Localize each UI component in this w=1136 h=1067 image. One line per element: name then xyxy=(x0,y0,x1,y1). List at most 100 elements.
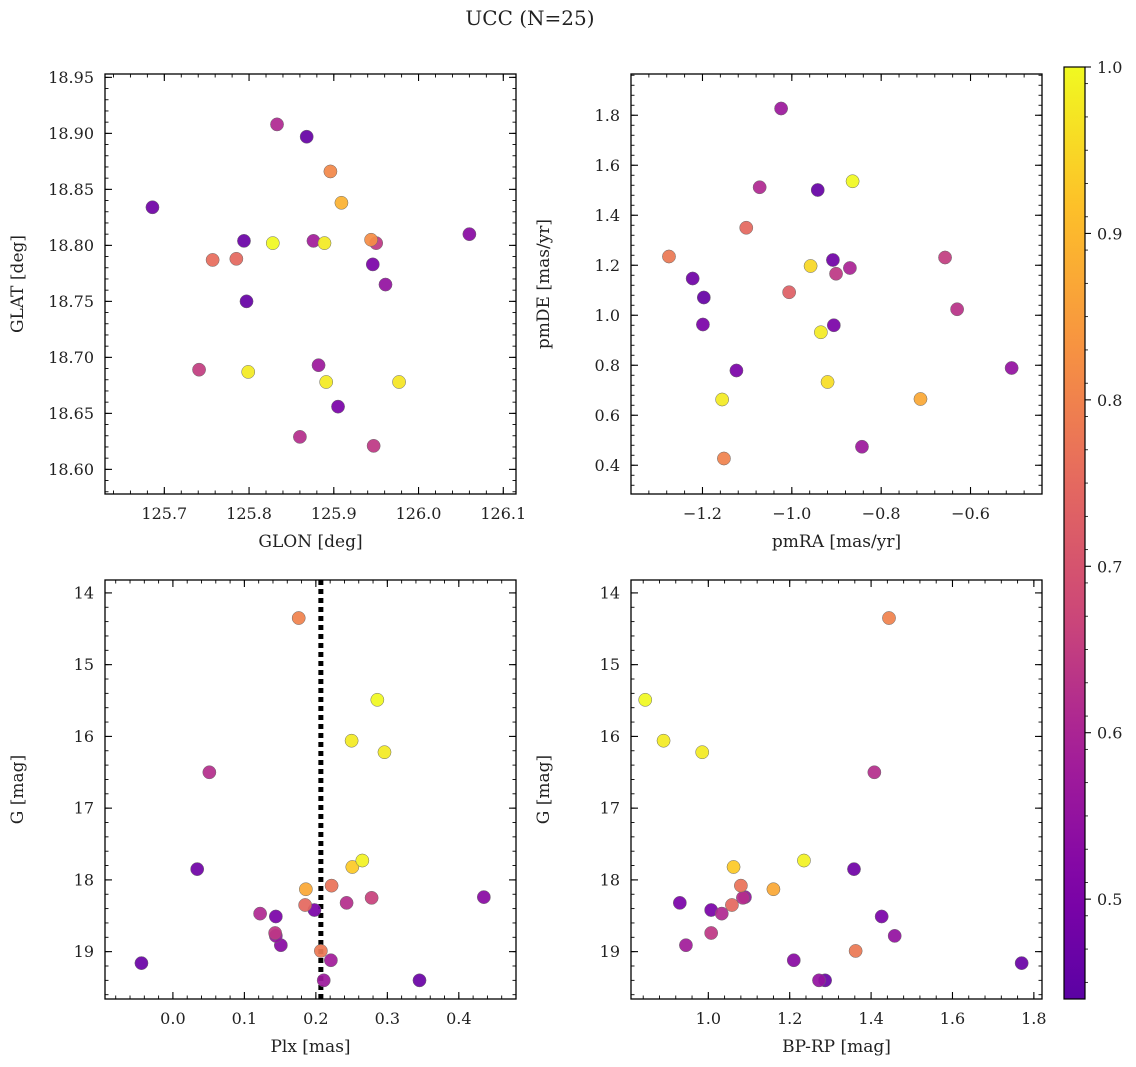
panel2-y-tick-label: 0.4 xyxy=(595,456,620,475)
panel1-x-tick-label: 126.0 xyxy=(396,504,442,523)
panel1-y-tick-label: 18.60 xyxy=(48,460,94,479)
colorbar-tick-label: 0.8 xyxy=(1097,391,1122,410)
panel3-data-point xyxy=(268,926,282,940)
panel2-data-point xyxy=(820,375,835,389)
panel2-y-tick-label: 1.8 xyxy=(595,106,620,125)
panel3-data-point xyxy=(268,909,283,924)
panel1-data-point xyxy=(293,430,307,444)
panel2-x-tick-label: −0.6 xyxy=(951,504,990,523)
panel2-data-point xyxy=(814,325,828,340)
panel1-y-tick-label: 18.65 xyxy=(48,404,94,423)
panel3-data-point xyxy=(314,944,328,958)
panel3-x-tick-label: 0.2 xyxy=(303,1009,328,1028)
panel2-data-point xyxy=(729,363,744,378)
colorbar xyxy=(1063,66,1086,1000)
panel4-data-point xyxy=(679,938,693,953)
panel1-axes-frame xyxy=(104,73,517,495)
panel1-y-tick-label: 18.70 xyxy=(48,348,94,367)
panel1-data-point xyxy=(323,164,338,179)
panel3-data-point xyxy=(412,973,427,988)
panel4-data-point xyxy=(847,862,861,876)
panel3-x-axis-label: Plx [mas] xyxy=(270,1037,350,1057)
panel1-data-point xyxy=(237,234,251,248)
panel1-x-tick-label: 125.9 xyxy=(311,504,357,523)
panel3-x-tick-label: 0.3 xyxy=(375,1009,400,1028)
panel4-data-point xyxy=(887,929,902,943)
panel1-data-point xyxy=(299,129,314,144)
panel1-data-point xyxy=(366,438,381,453)
panel3-data-point xyxy=(377,745,392,760)
panel1-data-point xyxy=(192,362,206,377)
panel1-y-tick-label: 18.90 xyxy=(48,124,94,143)
panel2-data-point xyxy=(913,392,928,406)
panel2-data-point xyxy=(739,220,754,235)
panel4-data-point xyxy=(714,906,729,921)
panel4-x-tick-label: 1.4 xyxy=(858,1009,883,1028)
panel4-y-tick-label: 15 xyxy=(600,655,620,674)
panel2-data-point xyxy=(696,317,710,332)
panel1-data-point xyxy=(239,294,254,309)
panel3-data-point xyxy=(364,890,379,905)
panel2-data-point xyxy=(845,174,860,189)
panel4-x-tick-label: 1.6 xyxy=(940,1009,965,1028)
panel2-y-axis-label: pmDE [mas/yr] xyxy=(534,219,554,349)
panel3-data-point xyxy=(134,956,149,970)
panel3-data-point xyxy=(324,878,339,893)
panel1-y-tick-label: 18.85 xyxy=(48,180,94,199)
panel2-y-tick-label: 0.6 xyxy=(595,406,620,425)
panel4-data-point xyxy=(736,890,750,905)
panel2-data-point xyxy=(938,250,952,265)
panel2-y-tick-label: 1.6 xyxy=(595,156,620,175)
panel4-data-point xyxy=(867,765,882,780)
panel1-data-point xyxy=(241,365,256,379)
panel4-x-tick-label: 1.8 xyxy=(1021,1009,1046,1028)
panel2-data-point xyxy=(696,290,711,305)
panel1-x-tick-label: 126.1 xyxy=(480,504,526,523)
panel4-y-tick-label: 16 xyxy=(600,727,620,746)
panel1-x-axis-label: GLON [deg] xyxy=(258,532,362,552)
colorbar-tick-label: 0.6 xyxy=(1097,724,1122,743)
panel2-x-tick-label: −1.2 xyxy=(683,504,722,523)
panel1-data-point xyxy=(270,117,284,132)
panel4-data-point xyxy=(812,973,826,988)
colorbar-tick-label: 0.5 xyxy=(1097,890,1122,909)
panel3-y-tick-label: 14 xyxy=(74,583,94,602)
panel2-data-point xyxy=(685,271,700,286)
panel3-data-point xyxy=(299,882,313,897)
panel2-data-point xyxy=(843,261,857,275)
panel3-data-point xyxy=(345,860,360,874)
colorbar-tick-label: 0.7 xyxy=(1097,557,1122,576)
panel4-data-point xyxy=(1014,956,1029,970)
panel3-y-tick-label: 15 xyxy=(74,655,94,674)
panel3-data-point xyxy=(298,898,312,912)
panel3-x-tick-label: 0.1 xyxy=(232,1009,257,1028)
panel2-data-point xyxy=(826,253,840,267)
panel4-data-point xyxy=(797,853,811,868)
panel4-axes-frame xyxy=(630,579,1043,1000)
panel4-x-tick-label: 1.0 xyxy=(696,1009,721,1028)
panel2-x-axis-label: pmRA [mas/yr] xyxy=(772,532,901,552)
panel3-y-axis-label: G [mag] xyxy=(8,755,28,824)
panel3-data-point xyxy=(190,862,205,876)
panel3-y-tick-label: 18 xyxy=(74,870,94,889)
panel4-data-point xyxy=(695,745,710,760)
panel1-data-point xyxy=(364,232,378,247)
panel3-x-tick-label: 0.0 xyxy=(160,1009,185,1028)
panel3-axes-frame xyxy=(104,579,517,1000)
panel4-x-tick-label: 1.2 xyxy=(777,1009,802,1028)
panel4-y-tick-label: 14 xyxy=(600,583,620,602)
panel2-y-tick-label: 1.0 xyxy=(595,306,620,325)
panel2-data-point xyxy=(855,439,869,454)
colorbar-tick-label: 0.9 xyxy=(1097,224,1122,243)
panel1-data-point xyxy=(365,257,380,272)
panel1-y-tick-label: 18.95 xyxy=(48,68,94,87)
panel2-data-point xyxy=(950,302,964,317)
panel1-x-tick-label: 125.8 xyxy=(226,504,272,523)
panel1-y-tick-label: 18.80 xyxy=(48,236,94,255)
panel4-data-point xyxy=(874,909,889,924)
panel2-data-point xyxy=(803,259,818,273)
panel2-y-tick-label: 1.4 xyxy=(595,206,620,225)
panel4-y-tick-label: 17 xyxy=(600,799,620,818)
panel4-data-point xyxy=(726,860,741,874)
